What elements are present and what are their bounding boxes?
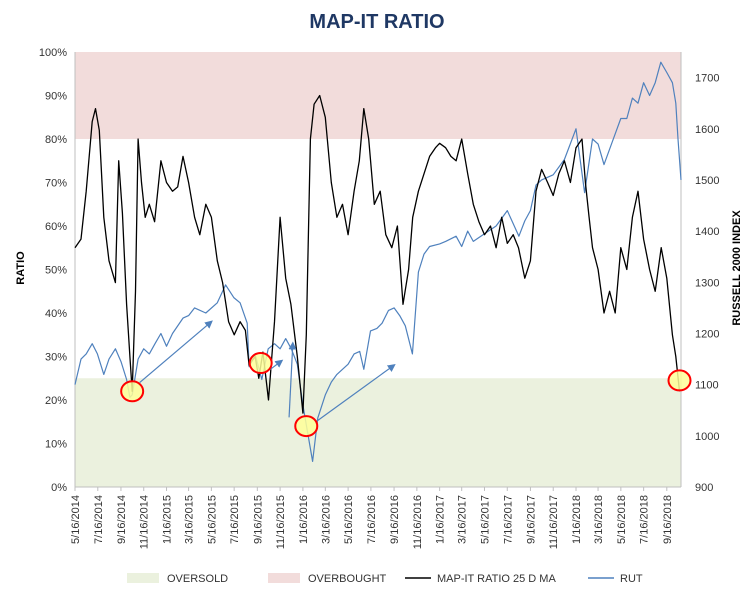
y-tick-label: 60% bbox=[45, 221, 67, 233]
y2-tick-label: 1400 bbox=[695, 226, 719, 238]
x-tick-label: 7/16/2015 bbox=[229, 495, 241, 544]
chart-title: MAP-IT RATIO bbox=[309, 11, 444, 33]
y2-axis-label: RUSSELL 2000 INDEX bbox=[731, 210, 743, 326]
legend-label: OVERBOUGHT bbox=[308, 573, 387, 585]
y2-tick-label: 1300 bbox=[695, 277, 719, 289]
y2-tick-label: 1700 bbox=[695, 73, 719, 85]
y-tick-label: 40% bbox=[45, 308, 67, 320]
x-tick-label: 5/16/2015 bbox=[206, 495, 218, 544]
y-tick-label: 0% bbox=[51, 482, 67, 494]
x-tick-label: 5/16/2017 bbox=[479, 495, 491, 544]
x-tick-label: 1/16/2016 bbox=[298, 495, 310, 544]
x-tick-label: 1/16/2018 bbox=[571, 495, 583, 544]
y-tick-label: 20% bbox=[45, 395, 67, 407]
series-line-rut bbox=[74, 61, 682, 462]
annotation-arrow bbox=[139, 320, 213, 384]
x-tick-label: 9/16/2018 bbox=[662, 495, 674, 544]
highlight-circle bbox=[120, 380, 145, 403]
highlight-circle bbox=[294, 415, 319, 438]
x-tick-label: 9/16/2014 bbox=[116, 495, 128, 544]
x-tick-label: 9/16/2016 bbox=[389, 495, 401, 544]
x-tick-label: 3/16/2016 bbox=[320, 495, 332, 544]
y2-tick-label: 1100 bbox=[695, 380, 719, 392]
annotation-arrow bbox=[315, 364, 396, 423]
x-tick-label: 3/16/2015 bbox=[184, 495, 196, 544]
y-tick-label: 30% bbox=[45, 352, 67, 364]
x-tick-label: 1/16/2015 bbox=[162, 495, 174, 544]
x-tick-label: 11/16/2015 bbox=[275, 495, 287, 549]
x-tick-label: 5/16/2014 bbox=[70, 495, 82, 544]
y-tick-label: 80% bbox=[45, 134, 67, 146]
legend-label: MAP-IT RATIO 25 D MA bbox=[437, 573, 556, 585]
legend-swatch bbox=[127, 573, 159, 583]
x-tick-label: 3/16/2017 bbox=[457, 495, 469, 544]
x-tick-label: 3/16/2018 bbox=[593, 495, 605, 544]
y-tick-label: 100% bbox=[39, 47, 67, 59]
y-axis-label: RATIO bbox=[15, 251, 27, 285]
legend-swatch bbox=[268, 573, 300, 583]
x-tick-label: 7/16/2016 bbox=[366, 495, 378, 544]
x-tick-label: 9/16/2015 bbox=[252, 495, 264, 544]
y2-tick-label: 1500 bbox=[695, 175, 719, 187]
x-tick-label: 11/16/2014 bbox=[139, 495, 151, 549]
annotation-arrow bbox=[288, 341, 297, 418]
y-tick-label: 10% bbox=[45, 439, 67, 451]
annotation-arrow bbox=[269, 359, 284, 371]
x-tick-label: 11/16/2017 bbox=[548, 495, 560, 549]
x-tick-label: 7/16/2014 bbox=[93, 495, 105, 544]
y2-tick-label: 900 bbox=[695, 482, 713, 494]
overbought-band bbox=[75, 52, 681, 139]
highlight-circle bbox=[667, 369, 692, 392]
x-tick-label: 5/16/2016 bbox=[343, 495, 355, 544]
x-tick-label: 11/16/2016 bbox=[412, 495, 424, 549]
legend: OVERSOLD OVERBOUGHT MAP-IT RATIO 25 D MA RU… bbox=[127, 573, 643, 585]
legend-label: RUT bbox=[620, 573, 643, 585]
y2-tick-label: 1600 bbox=[695, 124, 719, 136]
x-tick-label: 9/16/2017 bbox=[525, 495, 537, 544]
x-tick-label: 5/16/2018 bbox=[616, 495, 628, 544]
y-tick-label: 70% bbox=[45, 178, 67, 190]
legend-label: OVERSOLD bbox=[167, 573, 228, 585]
oversold-band bbox=[75, 378, 681, 487]
series-line-map-it-ratio bbox=[74, 94, 681, 414]
x-tick-label: 1/16/2017 bbox=[435, 495, 447, 544]
y2-tick-label: 1200 bbox=[695, 328, 719, 340]
y2-tick-label: 1000 bbox=[695, 431, 719, 443]
x-tick-label: 7/16/2017 bbox=[502, 495, 514, 544]
x-tick-label: 7/16/2018 bbox=[639, 495, 651, 544]
highlight-circle bbox=[248, 352, 273, 375]
y-tick-label: 50% bbox=[45, 265, 67, 277]
y-tick-label: 90% bbox=[45, 91, 67, 103]
